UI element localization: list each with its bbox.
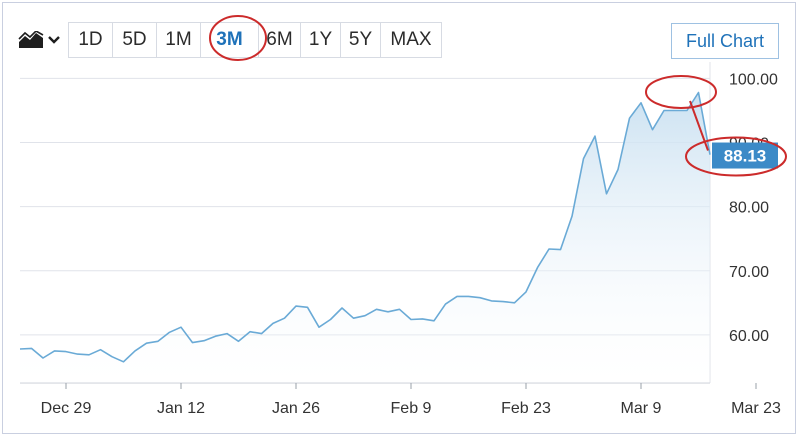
range-button-1d[interactable]: 1D (69, 23, 113, 57)
last-price-tag (712, 142, 778, 169)
x-tick-label: Feb 9 (391, 400, 432, 417)
range-button-5d[interactable]: 5D (113, 23, 157, 57)
annotation-circle-peak (645, 75, 717, 109)
x-tick-label: Dec 29 (41, 400, 92, 417)
x-tick-label: Feb 23 (501, 400, 551, 417)
chevron-down-icon (48, 36, 60, 44)
area-chart-icon (18, 31, 44, 48)
x-tick-label: Mar 9 (621, 400, 662, 417)
chart-toolbar: 1D 5D 1M 3M 6M 1Y 5Y MAX (18, 22, 442, 58)
y-tick-label: 60.00 (729, 328, 769, 345)
range-button-5y[interactable]: 5Y (341, 23, 381, 57)
range-selector: 1D 5D 1M 3M 6M 1Y 5Y MAX (68, 22, 442, 58)
range-button-max[interactable]: MAX (390, 29, 432, 50)
range-button-1m[interactable]: 1M (157, 23, 201, 57)
annotation-arrow (689, 100, 709, 151)
x-tick-label: Jan 26 (272, 400, 320, 417)
price-area (20, 92, 710, 383)
range-button-3m[interactable]: 3M (201, 23, 259, 57)
chart-type-selector[interactable] (18, 23, 68, 57)
y-tick-label: 100.00 (729, 71, 778, 88)
x-tick-label: Mar 23 (731, 400, 781, 417)
x-tick-label: Jan 12 (157, 400, 205, 417)
y-tick-label: 80.00 (729, 200, 769, 217)
chart-frame (2, 2, 796, 434)
full-chart-button[interactable]: Full Chart (671, 23, 779, 59)
last-price-label: 88.13 (724, 147, 767, 166)
price-line (19, 91, 711, 363)
range-button-1y[interactable]: 1Y (301, 23, 341, 57)
annotation-circle-price (685, 136, 787, 177)
range-button-6m[interactable]: 6M (259, 23, 301, 57)
annotation-circle-3m (209, 15, 267, 61)
y-tick-label: 70.00 (729, 264, 769, 281)
